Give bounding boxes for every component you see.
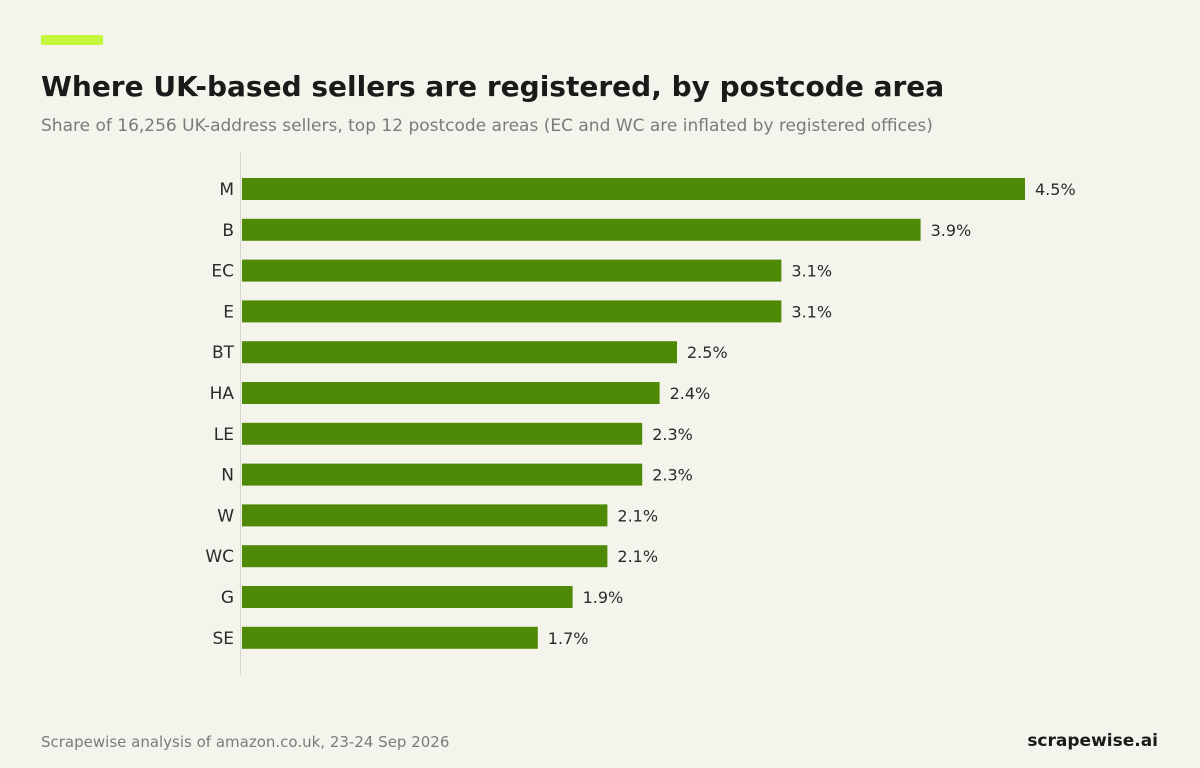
value-label: 2.3%: [652, 466, 693, 485]
value-label: 1.7%: [548, 629, 589, 648]
bar[interactable]: [242, 178, 1025, 200]
category-label: HA: [210, 384, 235, 404]
value-label: 3.1%: [791, 262, 832, 281]
bar[interactable]: [242, 626, 538, 649]
category-label: M: [219, 180, 234, 200]
value-label: 3.9%: [931, 221, 972, 240]
bar[interactable]: [242, 586, 573, 608]
bar[interactable]: [242, 463, 643, 486]
accent-bar: [41, 35, 103, 45]
category-label: LE: [214, 425, 234, 445]
category-label: E: [223, 302, 234, 322]
value-label: 2.4%: [670, 384, 711, 403]
bar[interactable]: [242, 504, 608, 527]
bar[interactable]: [242, 259, 782, 282]
value-label: 2.5%: [687, 343, 728, 362]
bar[interactable]: [242, 218, 921, 241]
category-label: W: [217, 506, 234, 526]
bar[interactable]: [242, 382, 660, 404]
bar[interactable]: [242, 300, 782, 323]
bar[interactable]: [242, 545, 608, 568]
category-label: B: [222, 221, 234, 241]
category-label: BT: [212, 343, 235, 363]
chart-title: Where UK-based sellers are registered, b…: [41, 70, 945, 103]
category-label: G: [221, 588, 234, 608]
bar[interactable]: [242, 422, 643, 445]
value-label: 2.1%: [617, 506, 658, 525]
value-label: 1.9%: [583, 588, 624, 607]
category-label: SE: [212, 629, 234, 649]
category-label: N: [221, 466, 234, 486]
value-label: 2.1%: [617, 547, 658, 566]
source-note: Scrapewise analysis of amazon.co.uk, 23-…: [41, 733, 450, 751]
chart-subtitle: Share of 16,256 UK-address sellers, top …: [41, 116, 933, 136]
bar[interactable]: [242, 341, 677, 364]
value-label: 4.5%: [1035, 180, 1076, 199]
category-label: WC: [205, 547, 234, 567]
value-label: 2.3%: [652, 425, 693, 444]
brand-name[interactable]: scrapewise.ai: [1027, 731, 1158, 751]
bars-group: M 4.5% B 3.9% EC 3.1% E 3.1% BT 2.5% HA 2.4% LE 2.3% N…: [205, 178, 1076, 649]
value-label: 3.1%: [791, 302, 832, 321]
category-label: EC: [211, 262, 234, 282]
